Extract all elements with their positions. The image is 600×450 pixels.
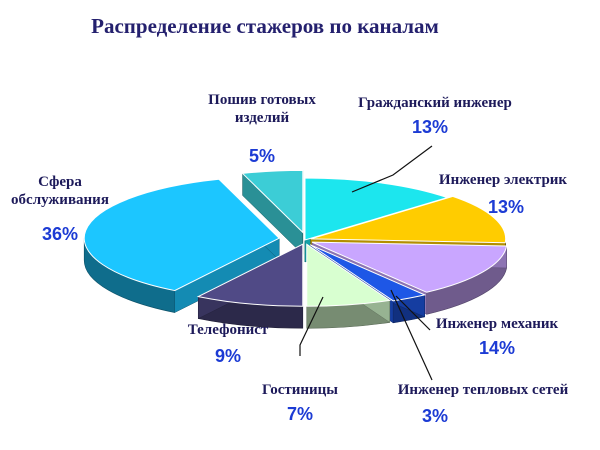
slice-label: Телефонист — [188, 322, 269, 338]
slice-label: Гражданский инженер — [358, 95, 512, 111]
leader-line — [299, 296, 324, 356]
pie-tops — [83, 169, 508, 307]
slice-label: Инженер электрик — [439, 172, 568, 188]
slice-value-label: 7% — [287, 404, 313, 424]
slice-value-label: 36% — [42, 224, 78, 244]
slice-value-label: 3% — [422, 406, 448, 426]
pie-slice-4 — [309, 244, 427, 302]
slice-label: Гостиницы — [262, 382, 338, 398]
chart-title: Распределение стажеров по каналам — [91, 14, 439, 38]
leader-line — [390, 289, 433, 381]
slice-value-label: 13% — [488, 197, 524, 217]
pie-slice-2 — [310, 195, 507, 244]
pie-slice-6 — [196, 243, 304, 307]
slice-label: Сфера обслуживания — [11, 174, 109, 208]
leader-line — [351, 145, 433, 193]
pie-slice-1 — [304, 177, 449, 241]
slice-label: Пошив готовых изделий — [208, 92, 316, 126]
slice-value-label: 5% — [249, 146, 275, 166]
slice-value-label: 9% — [215, 346, 241, 366]
slice-value-label: 14% — [479, 338, 515, 358]
slice-label: Инженер механик — [436, 316, 559, 332]
pie-slice-3 — [311, 241, 508, 293]
slice-label: Инженер тепловых сетей — [398, 382, 569, 398]
leader-line — [395, 295, 431, 331]
slice-value-label: 13% — [412, 117, 448, 137]
pie-slice-5 — [306, 243, 392, 307]
pie-slice-7 — [83, 178, 281, 292]
pie-slice-8 — [241, 169, 304, 234]
